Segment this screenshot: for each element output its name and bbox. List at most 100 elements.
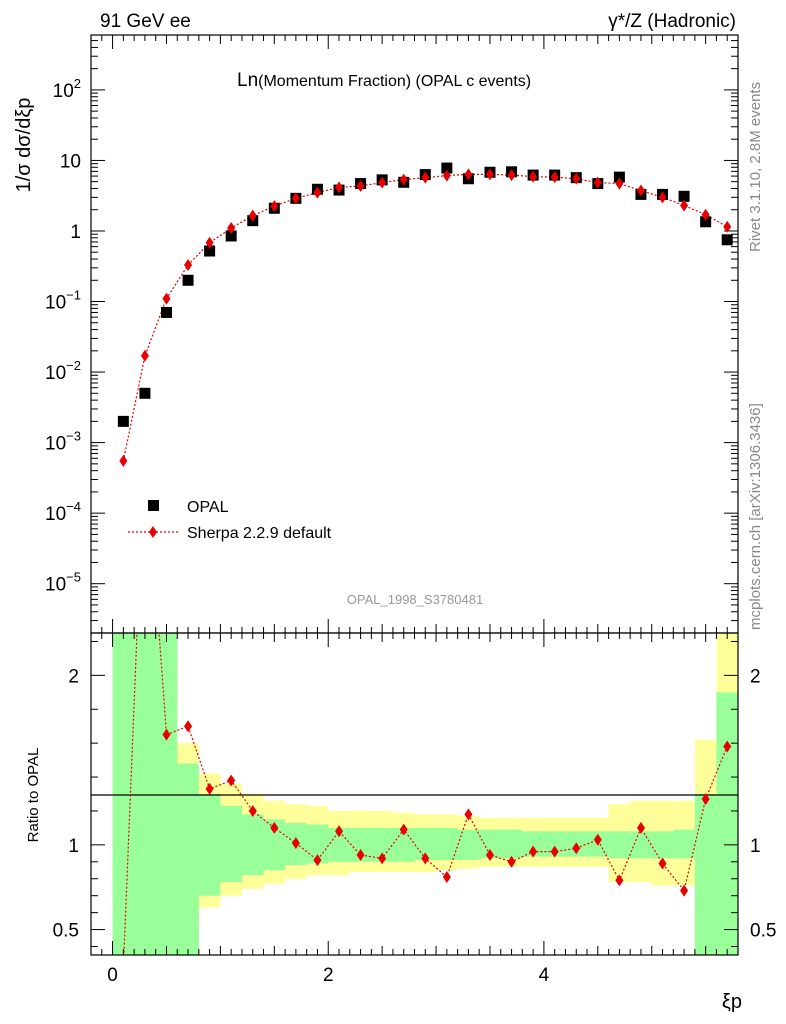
mc-point [615, 177, 624, 190]
band-inner-bin [328, 827, 350, 862]
mc-point [184, 258, 193, 271]
x-tick-label: 0 [107, 965, 118, 986]
mc-ratio-point [399, 823, 408, 836]
mc-point [723, 220, 732, 233]
band-inner-bin [500, 829, 523, 859]
ratio-y-tick-label-right: 0.5 [750, 921, 776, 942]
opal-data-point [182, 274, 194, 286]
opal-data-point [700, 216, 712, 228]
band-inner-bin [716, 692, 738, 955]
legend-marker-mc [149, 526, 157, 538]
band-inner-bin [306, 824, 329, 864]
band-inner-bin [349, 827, 372, 862]
ratio-y-tick-label-left: 1 [68, 836, 79, 857]
main-plot-frame [90, 34, 739, 634]
mc-point [550, 171, 559, 184]
y-tick-label-base: 10 [45, 293, 66, 314]
analysis-watermark: OPAL_1998_S3780481 [347, 592, 483, 607]
mc-point [248, 209, 257, 222]
opal-data-point [160, 306, 172, 318]
opal-data-point [613, 171, 625, 183]
legend-marker-opal [148, 500, 159, 511]
mc-ratio-point [248, 804, 257, 817]
y-tick-label-base: 10 [45, 434, 66, 455]
y-tick-label-exp: −1 [66, 288, 81, 303]
y-tick-label: 10−3 [45, 429, 81, 455]
band-inner-bin [155, 633, 178, 955]
y-label-text: 1/σ dσ/dξp [13, 98, 35, 193]
opal-data-point [441, 162, 453, 174]
ratio-y-tick-label-right: 2 [750, 666, 761, 687]
band-inner-bin [112, 633, 135, 955]
legend-label-mc: Sherpa 2.2.9 default [187, 525, 332, 542]
left-title: 91 GeV ee [100, 11, 191, 32]
mc-point [658, 191, 667, 204]
rivet-version-label: Rivet 3.1.10, 2.8M events [747, 82, 764, 252]
band-inner-bin [241, 814, 264, 876]
y-tick-label: 10−4 [45, 499, 81, 525]
mc-point [313, 186, 322, 199]
mc-point [335, 181, 344, 194]
mc-ratio-point [291, 837, 300, 850]
mc-ratio-point [184, 720, 193, 733]
main-plot-ticks [90, 34, 739, 634]
mcplots-label: mcplots.cern.ch [arXiv:1306.3436] [747, 403, 764, 630]
band-inner-bin [220, 805, 242, 883]
mc-point [485, 168, 494, 181]
ratio-y-axis-label: Ratio to OPAL [25, 748, 42, 843]
mc-points-ratio [162, 720, 732, 897]
mc-ratio-point [464, 808, 473, 821]
ratio-y-tick-label-left: 2 [68, 666, 79, 687]
mc-ratio-point [658, 857, 667, 870]
band-inner-bin [543, 831, 566, 857]
y-tick-label-exp: −5 [66, 570, 81, 585]
ratio-uncertainty-bands [112, 633, 738, 955]
mc-point [442, 169, 451, 182]
band-inner-bin [177, 763, 199, 955]
legend-label-opal: OPAL [187, 499, 229, 516]
mc-ratio-point [313, 854, 322, 867]
opal-data-point [225, 230, 237, 242]
mc-point [162, 292, 171, 305]
mc-point [378, 176, 387, 189]
legend: OPAL Sherpa 2.2.9 default [128, 499, 332, 542]
mc-point [140, 349, 149, 362]
mc-ratio-point [615, 874, 624, 887]
x-axis-label: ξp [722, 991, 742, 1013]
mc-points-main [119, 168, 732, 467]
band-inner-bin [651, 831, 674, 859]
mc-ratio-point [162, 728, 171, 741]
mc-point [270, 200, 279, 213]
x-tick-label: 2 [323, 965, 334, 986]
mc-point [593, 176, 602, 189]
mc-ratio-point [356, 849, 365, 862]
ratio-plot-ticks [90, 633, 739, 955]
y-tick-label: 10−1 [45, 288, 81, 314]
mc-ratio-point [442, 871, 451, 884]
y-tick-label-base: 10 [45, 363, 66, 384]
mc-point [529, 170, 538, 183]
mc-ratio-point [723, 740, 732, 753]
mc-line-main [122, 173, 728, 462]
y-tick-label-base: 10 [45, 575, 66, 596]
y-tick-label: 10 [60, 151, 81, 172]
opal-data-point [721, 234, 733, 246]
ratio-y-tick-labels: 0.5 0.5 1 1 2 2 [53, 666, 777, 941]
mc-ratio-point [550, 845, 559, 858]
mc-point [680, 199, 689, 212]
band-inner-bin [630, 831, 652, 859]
right-title: γ*/Z (Hadronic) [608, 11, 736, 32]
mc-ratio-point [636, 821, 645, 834]
mc-ratio-point [485, 849, 494, 862]
opal-data-point [678, 190, 690, 202]
mc-ratio-point [680, 884, 689, 897]
mc-ratio-point [701, 793, 710, 806]
mc-point [227, 222, 236, 235]
mc-point [119, 454, 128, 467]
mc-ratio-point [421, 852, 430, 865]
ratio-plot-frame [90, 632, 739, 956]
band-inner-bin [436, 827, 458, 861]
main-plot-title: Ln(Momentum Fraction) (OPAL c events) [237, 70, 531, 91]
mc-line-main-path [122, 173, 728, 462]
opal-data-point [117, 415, 129, 427]
